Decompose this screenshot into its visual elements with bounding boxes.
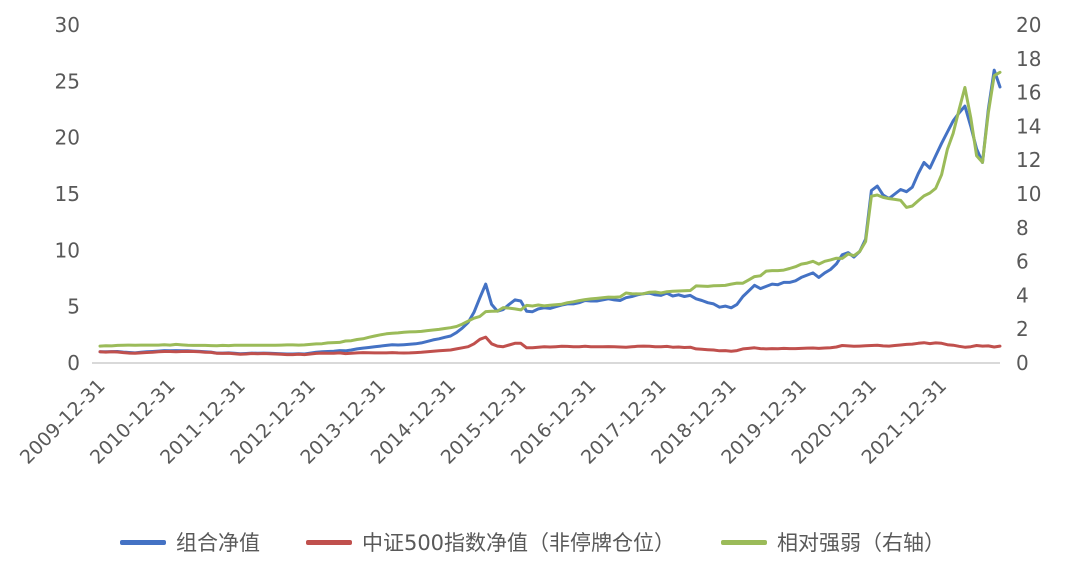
y-axis-right-tick-label: 8 bbox=[1016, 216, 1029, 240]
y-axis-right-tick-label: 12 bbox=[1016, 148, 1041, 172]
y-axis-right-tick-label: 16 bbox=[1016, 81, 1041, 105]
y-axis-right-tick-label: 0 bbox=[1016, 351, 1029, 375]
legend-item-csi500-nav: 中证500指数净值（非停牌仓位） bbox=[305, 527, 676, 557]
y-axis-right-tick-label: 2 bbox=[1016, 317, 1029, 341]
legend-label-csi500-nav: 中证500指数净值（非停牌仓位） bbox=[361, 531, 676, 555]
plot-area: 051015202530024681012141618202009-12-312… bbox=[16, 13, 1042, 469]
y-axis-right-tick-label: 6 bbox=[1016, 250, 1029, 274]
y-axis-left-tick-label: 15 bbox=[55, 182, 80, 206]
y-axis-left-tick-label: 5 bbox=[67, 295, 80, 319]
legend: 组合净值 中证500指数净值（非停牌仓位） 相对强弱（右轴） bbox=[0, 527, 1065, 557]
y-axis-right-tick-label: 10 bbox=[1016, 182, 1041, 206]
y-axis-left-tick-label: 30 bbox=[55, 13, 80, 37]
y-axis-left-tick-label: 20 bbox=[55, 126, 80, 150]
series-line-portfolio-nav bbox=[98, 68, 1002, 356]
legend-swatch-relative-strength bbox=[721, 539, 768, 545]
legend-item-portfolio-nav: 组合净值 bbox=[119, 527, 260, 557]
legend-label-relative-strength: 相对强弱（右轴） bbox=[777, 531, 946, 555]
y-axis-right-tick-label: 18 bbox=[1016, 47, 1041, 71]
y-axis-left-tick-label: 25 bbox=[55, 69, 80, 93]
y-axis-left-tick-label: 0 bbox=[67, 351, 80, 375]
series-line-relative-strength bbox=[98, 70, 1002, 348]
y-axis-right-tick-label: 20 bbox=[1016, 13, 1041, 37]
y-axis-left-tick-label: 10 bbox=[55, 238, 80, 262]
series-line-csi500-nav bbox=[98, 335, 1002, 357]
legend-item-relative-strength: 相对强弱（右轴） bbox=[721, 527, 945, 557]
legend-label-portfolio-nav: 组合净值 bbox=[175, 531, 260, 555]
legend-swatch-portfolio-nav bbox=[119, 539, 166, 545]
y-axis-right-tick-label: 14 bbox=[1016, 114, 1041, 138]
legend-swatch-csi500-nav bbox=[305, 539, 352, 545]
y-axis-right-tick-label: 4 bbox=[1016, 283, 1029, 307]
